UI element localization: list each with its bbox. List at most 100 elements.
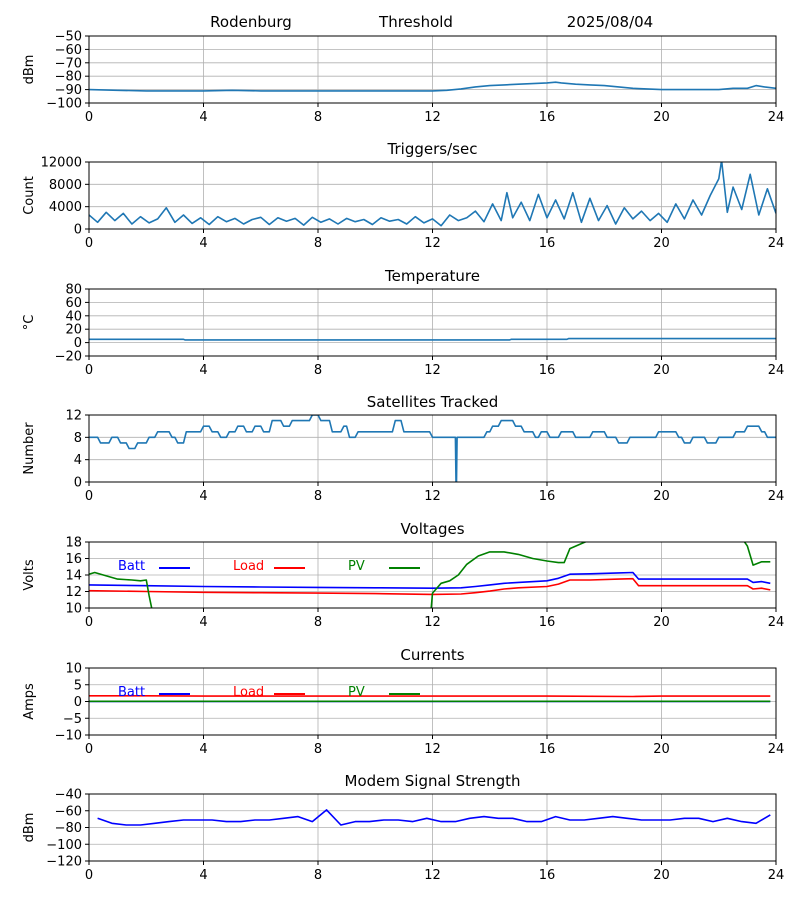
x-tick-label: 0: [85, 110, 93, 125]
x-tick-label: 12: [424, 868, 441, 883]
plot-area: [89, 337, 776, 341]
plot-area: [89, 415, 776, 482]
x-tick-label: 8: [314, 615, 322, 630]
x-tick-label: 8: [314, 110, 322, 125]
x-tick-label: 16: [539, 110, 556, 125]
x-tick-label: 12: [424, 236, 441, 251]
series-line: [89, 81, 776, 92]
x-tick-label: 16: [539, 489, 556, 504]
y-tick-label: −50: [55, 30, 82, 45]
x-tick-label: 8: [314, 868, 322, 883]
x-tick-label: 16: [539, 615, 556, 630]
x-tick-label: 16: [539, 363, 556, 378]
chart-noise: 0 4 8 12 16 20 24 −50−60−70−80−90−100 dBm: [22, 30, 784, 126]
chart-triggers: 0 4 8 12 16 20 24 0 4000 8000 12000 Triggers/sec Cou…: [22, 140, 784, 251]
x-tick-label: 24: [768, 615, 785, 630]
chart-modem: 0 4 8 12 16 20 24 −40−60 −80 −100 −120 Modem Signal…: [22, 772, 784, 883]
plot-area: [89, 81, 776, 92]
y-tick-label: 14: [65, 569, 82, 584]
y-tick-label: −60: [55, 804, 82, 819]
chart-title: Temperature: [384, 267, 480, 285]
y-tick-label: −5: [63, 712, 82, 727]
y-tick-label: −100: [46, 838, 82, 853]
y-tick-label: −80: [55, 821, 82, 836]
legend-label-pv: PV: [348, 685, 365, 700]
x-tick-label: 8: [314, 363, 322, 378]
y-tick-label: −10: [55, 729, 82, 744]
header-station: Rodenburg: [210, 13, 292, 31]
y-tick-label: −100: [46, 97, 82, 112]
header-date: 2025/08/04: [567, 13, 653, 31]
legend-label-batt: Batt: [118, 685, 145, 700]
x-tick-label: 4: [199, 868, 207, 883]
plot-area: [97, 809, 771, 826]
x-tick-label: 16: [539, 742, 556, 757]
y-tick-label: 10: [65, 602, 82, 617]
plot-area: [89, 694, 771, 703]
x-tick-label: 12: [424, 742, 441, 757]
y-tick-label: −120: [46, 855, 82, 870]
chart-title: Modem Signal Strength: [345, 772, 521, 790]
y-tick-label: 0: [74, 476, 82, 491]
x-tick-label: 24: [768, 363, 785, 378]
y-axis-label: Count: [22, 176, 37, 215]
y-tick-label: 5: [74, 678, 82, 693]
x-tick-label: 4: [199, 363, 207, 378]
plot-area: [89, 162, 776, 227]
chart-title: Currents: [400, 646, 464, 664]
y-tick-label: −20: [55, 350, 82, 365]
y-axis-label: dBm: [22, 55, 37, 85]
x-tick-label: 12: [424, 363, 441, 378]
series-line-batt: [89, 571, 771, 590]
y-tick-label: 4000: [49, 200, 82, 215]
x-tick-label: 4: [199, 236, 207, 251]
x-tick-label: 0: [85, 363, 93, 378]
y-axis-label: Number: [22, 422, 37, 475]
x-tick-label: 4: [199, 489, 207, 504]
y-tick-label: 0: [74, 695, 82, 710]
x-tick-label: 8: [314, 236, 322, 251]
x-tick-label: 24: [768, 489, 785, 504]
x-tick-label: 0: [85, 868, 93, 883]
x-tick-label: 4: [199, 615, 207, 630]
y-tick-label: −80: [55, 70, 82, 85]
x-tick-label: 20: [653, 363, 670, 378]
y-tick-label: −90: [55, 83, 82, 98]
x-tick-label: 24: [768, 742, 785, 757]
series-line-load: [89, 577, 771, 596]
series-line-pv: [89, 542, 771, 608]
y-tick-label: 18: [65, 536, 82, 551]
plot-area: [89, 542, 771, 608]
chart-satellites: 0 4 8 12 16 20 24 0 4 8 12 Satellites Tracked Number: [22, 393, 784, 504]
x-tick-label: 0: [85, 742, 93, 757]
y-axis-label: dBm: [22, 813, 37, 843]
y-tick-label: 8000: [49, 178, 82, 193]
x-tick-label: 20: [653, 489, 670, 504]
y-axis-label: °C: [22, 315, 37, 331]
legend-label-load: Load: [233, 559, 264, 574]
x-tick-label: 20: [653, 236, 670, 251]
x-tick-label: 24: [768, 110, 785, 125]
x-tick-label: 24: [768, 868, 785, 883]
series-line: [97, 809, 771, 826]
y-tick-label: 12: [65, 409, 82, 424]
x-tick-label: 4: [199, 742, 207, 757]
x-tick-label: 24: [768, 236, 785, 251]
y-tick-label: −70: [55, 56, 82, 71]
y-tick-label: 80: [65, 283, 82, 298]
legend-label-load: Load: [233, 685, 264, 700]
chart-title: Triggers/sec: [387, 140, 478, 158]
x-tick-label: 20: [653, 742, 670, 757]
series-line: [89, 415, 776, 482]
y-tick-label: −60: [55, 43, 82, 58]
y-tick-label: 16: [65, 552, 82, 567]
series-line: [89, 162, 776, 227]
legend-label-batt: Batt: [118, 559, 145, 574]
x-tick-label: 12: [424, 615, 441, 630]
x-tick-label: 0: [85, 615, 93, 630]
y-tick-label: 40: [65, 309, 82, 324]
